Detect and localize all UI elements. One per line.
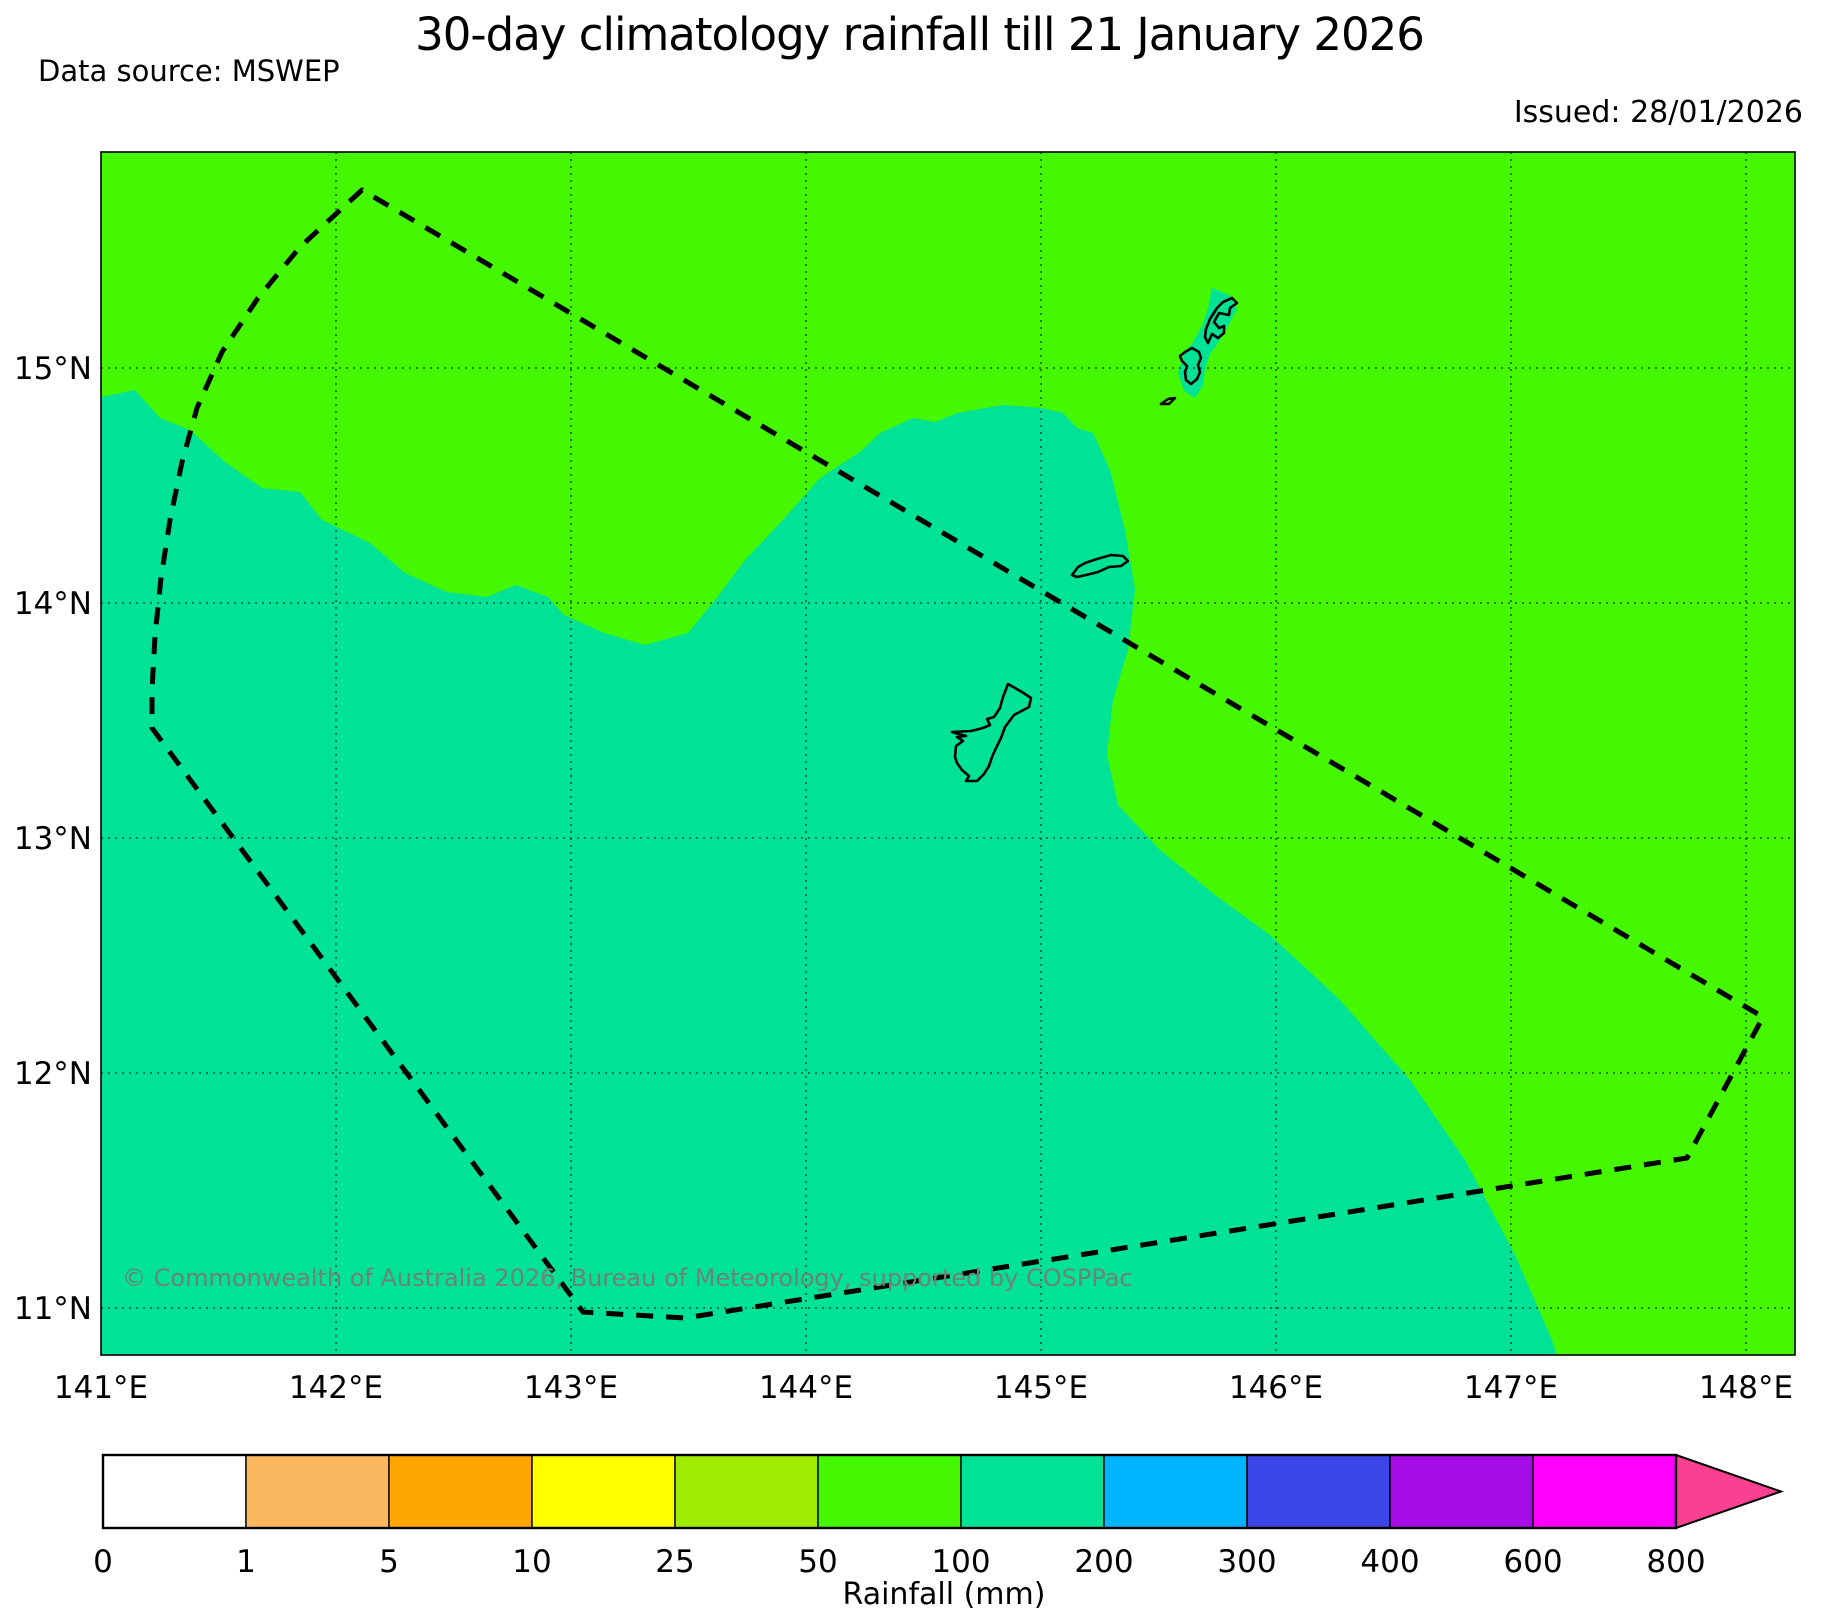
colorbar-tick-label: 100: [931, 1544, 990, 1580]
page-title: 30-day climatology rainfall till 21 Janu…: [415, 8, 1425, 61]
colorbar-border: [101, 1453, 1678, 1530]
colorbar-segment: [388, 1454, 533, 1529]
colorbar-segment: [817, 1454, 962, 1529]
colorbar-tick-label: 5: [379, 1544, 399, 1580]
colorbar-segment: [1389, 1454, 1534, 1529]
colorbar-segment: [102, 1454, 247, 1529]
x-tick-label: 142°E: [289, 1370, 383, 1406]
colorbar-tick-label: 800: [1646, 1544, 1705, 1580]
x-tick-label: 143°E: [524, 1370, 618, 1406]
y-tick-label: 13°N: [14, 821, 92, 857]
issued-date-label: Issued: 28/01/2026: [1513, 95, 1803, 130]
rota-coastline: [1070, 553, 1130, 579]
colorbar-segment: [674, 1454, 819, 1529]
x-tick-label: 141°E: [54, 1370, 148, 1406]
y-tick-label: 15°N: [14, 351, 92, 387]
lat-lon-gridlines: [101, 152, 1795, 1355]
eez-boundary-dashed-outline: [149, 187, 1766, 1321]
colorbar-segment: [245, 1454, 390, 1529]
latitude-tick-labels: 15°N 14°N 13°N 12°N 11°N: [14, 351, 92, 1327]
colorbar-segment: [960, 1454, 1105, 1529]
colorbar-tick-label: 200: [1074, 1544, 1133, 1580]
y-tick-label: 11°N: [14, 1291, 92, 1327]
y-tick-label: 12°N: [14, 1056, 92, 1092]
rainfall-band-100-200-area: [101, 390, 1557, 1355]
tinian-coastline: [1178, 346, 1203, 386]
colorbar-tick-label: 0: [93, 1544, 113, 1580]
guam-coastline: [950, 682, 1033, 783]
rainfall-colorbar: 0 1 5 10 25 50 100 200 300 400 600 800: [93, 1453, 1785, 1580]
colorbar-segment: [1103, 1454, 1248, 1529]
colorbar-overflow-arrow: [1675, 1453, 1785, 1530]
colorbar-tick-label: 25: [655, 1544, 694, 1580]
data-source-label: Data source: MSWEP: [38, 54, 340, 88]
colorbar-tick-label: 300: [1217, 1544, 1276, 1580]
x-tick-label: 148°E: [1699, 1370, 1793, 1406]
map-border: [100, 151, 1796, 1356]
colorbar-tick-label: 1: [236, 1544, 256, 1580]
colorbar-tick-label: 10: [512, 1544, 551, 1580]
x-tick-label: 145°E: [994, 1370, 1088, 1406]
x-tick-label: 144°E: [759, 1370, 853, 1406]
colorbar-tick-label: 400: [1360, 1544, 1419, 1580]
colorbar-tick-label: 600: [1503, 1544, 1562, 1580]
colorbar-tick-label: 50: [798, 1544, 837, 1580]
x-tick-label: 146°E: [1229, 1370, 1323, 1406]
saipan-coastline: [1203, 296, 1239, 345]
colorbar-segment: [531, 1454, 676, 1529]
x-tick-label: 147°E: [1464, 1370, 1558, 1406]
colorbar-segment: [1246, 1454, 1391, 1529]
copyright-text: © Commonwealth of Australia 2026, Bureau…: [122, 1264, 1133, 1292]
colorbar-segment: [1532, 1454, 1677, 1529]
y-tick-label: 14°N: [14, 586, 92, 622]
colorbar-axis-label: Rainfall (mm): [843, 1577, 1046, 1609]
aguijan-coastline: [1159, 396, 1177, 406]
longitude-tick-labels: 141°E 142°E 143°E 144°E 145°E 146°E 147°E 148°E: [54, 1370, 1793, 1406]
